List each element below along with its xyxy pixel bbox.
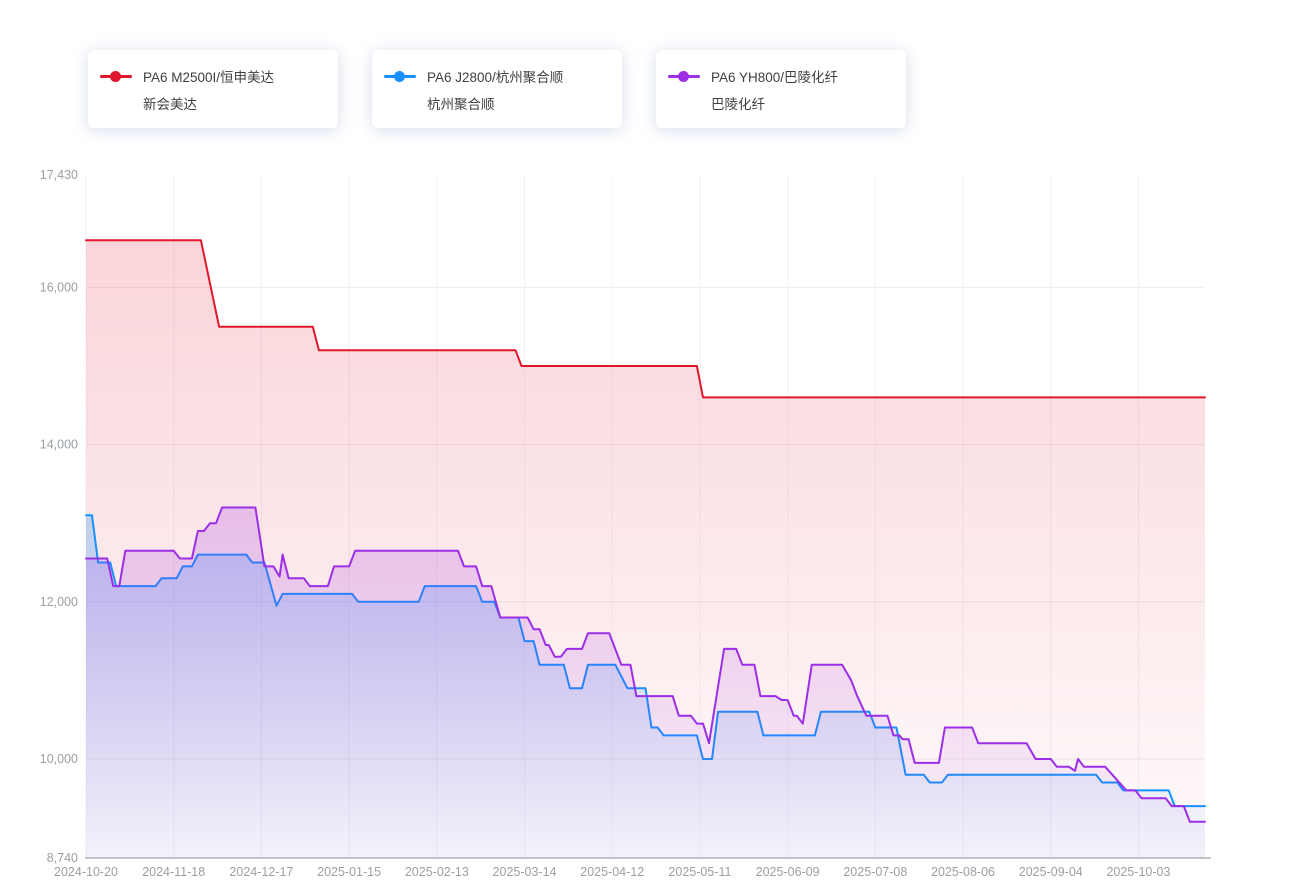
x-axis-label: 2025-02-13 [405,865,469,879]
series-line-0[interactable] [85,239,1206,399]
x-axis-label: 2025-10-03 [1106,865,1170,879]
x-axis-label: 2024-11-18 [142,865,205,879]
series-area-2 [86,507,1205,858]
series-line-2[interactable] [85,506,1206,823]
y-axis-label: 16,000 [40,280,78,294]
y-axis-label: 8,740 [47,851,78,865]
x-axis-label: 2025-09-04 [1019,865,1083,879]
y-axis-label: 12,000 [40,595,78,609]
legend-series-name: PA6 M2500I/恒申美达 [143,70,275,85]
y-axis-label: 17,430 [40,168,78,182]
x-axis-label: 2025-03-14 [493,865,557,879]
line-dot-marker-icon [668,67,700,87]
x-axis-label: 2025-07-08 [843,865,907,879]
x-axis-label: 2025-06-09 [756,865,820,879]
line-dot-marker-icon [100,67,132,87]
x-axis-label: 2025-05-11 [668,865,731,879]
line-dot-marker-icon [384,67,416,87]
y-axis-label: 10,000 [40,752,78,766]
x-axis-label: 2025-04-12 [580,865,644,879]
x-axis-label: 2024-10-20 [54,865,118,879]
legend-series-company: 杭州聚合顺 [427,97,495,112]
x-axis-label: 2024-12-17 [229,865,293,879]
legend: PA6 M2500I/恒申美达 新会美达 PA6 J2800/杭州聚合顺 杭州聚… [88,50,906,128]
x-axis-label: 2025-01-15 [317,865,381,879]
legend-series-company: 新会美达 [143,97,197,112]
legend-item-pa6-j2800[interactable]: PA6 J2800/杭州聚合顺 杭州聚合顺 [372,50,622,128]
legend-item-pa6-yh800[interactable]: PA6 YH800/巴陵化纤 巴陵化纤 [656,50,906,128]
legend-series-name: PA6 J2800/杭州聚合顺 [427,70,564,85]
legend-series-company: 巴陵化纤 [711,97,765,112]
legend-series-name: PA6 YH800/巴陵化纤 [711,70,839,85]
y-axis-label: 14,000 [40,438,78,452]
x-axis-label: 2025-08-06 [931,865,995,879]
legend-item-pa6-m2500i[interactable]: PA6 M2500I/恒申美达 新会美达 [88,50,338,128]
